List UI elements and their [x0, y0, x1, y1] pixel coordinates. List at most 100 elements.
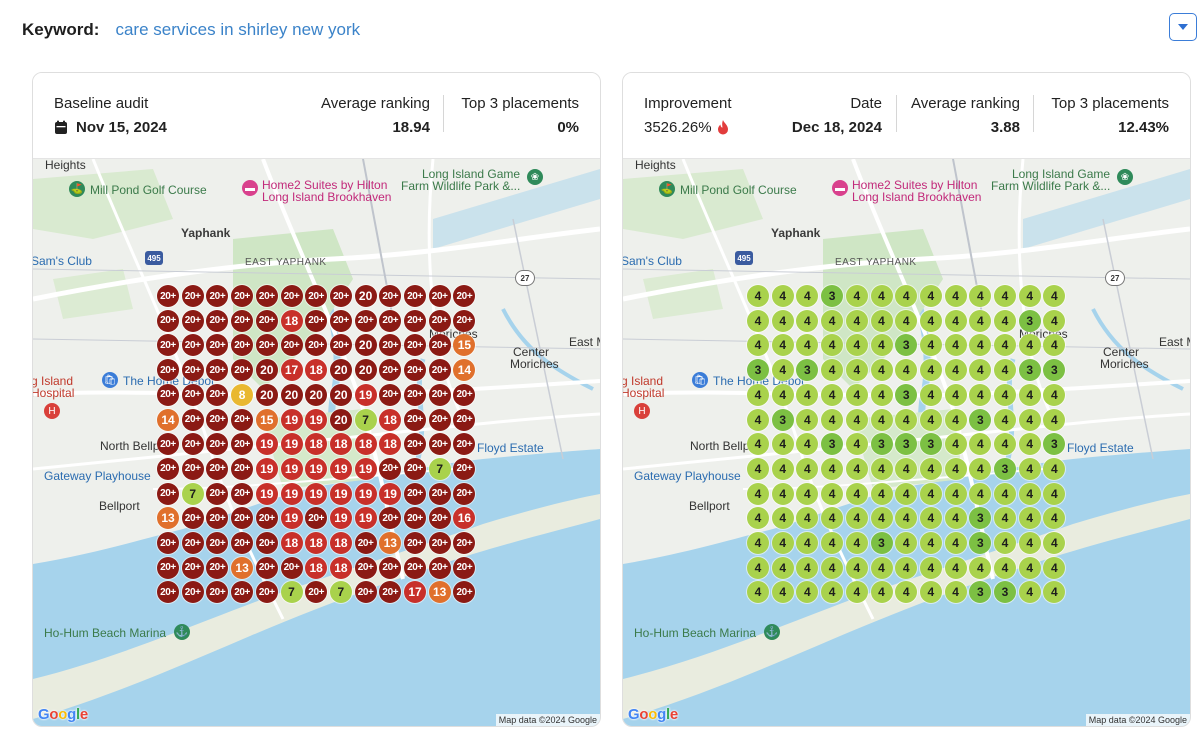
rank-pin[interactable]: 3 — [1018, 359, 1041, 382]
rank-pin[interactable]: 20 — [280, 383, 303, 406]
rank-pin[interactable]: 4 — [870, 383, 893, 406]
rank-pin[interactable]: 20+ — [379, 556, 402, 579]
rank-pin[interactable]: 20+ — [206, 334, 229, 357]
rank-pin[interactable]: 13 — [379, 532, 402, 554]
rank-pin[interactable]: 4 — [944, 581, 967, 604]
map-label-hospital-1[interactable]: g Island — [33, 374, 74, 388]
rank-pin[interactable]: 20+ — [157, 359, 179, 382]
rank-pin[interactable]: 4 — [870, 359, 893, 382]
rank-pin[interactable]: 4 — [994, 408, 1016, 431]
rank-pin[interactable]: 20+ — [255, 309, 278, 332]
rank-pin[interactable]: 4 — [845, 309, 868, 332]
rank-pin[interactable]: 4 — [747, 507, 769, 530]
rank-pin[interactable]: 4 — [796, 309, 819, 332]
rank-pin[interactable]: 4 — [870, 556, 893, 579]
rank-pin[interactable]: 3 — [895, 433, 918, 456]
rank-pin[interactable]: 4 — [821, 457, 844, 480]
rank-pin[interactable]: 20+ — [404, 507, 426, 530]
rank-pin[interactable]: 20+ — [206, 482, 229, 505]
rank-pin[interactable]: 4 — [821, 383, 844, 406]
rank-pin[interactable]: 20 — [329, 408, 352, 431]
rank-pin[interactable]: 4 — [919, 532, 942, 554]
rank-pin[interactable]: 4 — [1043, 285, 1066, 307]
rank-pin[interactable]: 18 — [354, 433, 377, 456]
rank-pin[interactable]: 4 — [771, 433, 794, 456]
rank-pin[interactable]: 4 — [771, 556, 794, 579]
rank-pin[interactable]: 4 — [1018, 285, 1041, 307]
rank-pin[interactable]: 4 — [845, 507, 868, 530]
rank-pin[interactable]: 19 — [280, 433, 303, 456]
rank-pin[interactable]: 20+ — [157, 383, 179, 406]
rank-pin[interactable]: 4 — [944, 457, 967, 480]
rank-pin[interactable]: 4 — [1043, 309, 1066, 332]
rank-pin[interactable]: 3 — [870, 433, 893, 456]
rank-pin[interactable]: 4 — [944, 408, 967, 431]
rank-pin[interactable]: 3 — [969, 581, 992, 604]
rank-pin[interactable]: 19 — [329, 482, 352, 505]
rank-pin[interactable]: 20+ — [404, 556, 426, 579]
rank-pin[interactable]: 20+ — [231, 309, 254, 332]
rank-pin[interactable]: 20+ — [305, 309, 328, 332]
rank-pin[interactable]: 7 — [181, 482, 204, 505]
rank-pin[interactable]: 4 — [994, 532, 1016, 554]
rank-pin[interactable]: 4 — [870, 408, 893, 431]
rank-pin[interactable]: 3 — [994, 457, 1016, 480]
rank-pin[interactable]: 4 — [895, 581, 918, 604]
rank-pin[interactable]: 19 — [255, 482, 278, 505]
rank-pin[interactable]: 20+ — [453, 556, 476, 579]
rank-pin[interactable]: 20+ — [206, 309, 229, 332]
rank-pin[interactable]: 4 — [994, 383, 1016, 406]
rank-pin[interactable]: 20+ — [255, 532, 278, 554]
rank-pin[interactable]: 20+ — [181, 507, 204, 530]
rank-pin[interactable]: 20+ — [404, 408, 426, 431]
rank-pin[interactable]: 4 — [944, 482, 967, 505]
rank-pin[interactable]: 20+ — [206, 457, 229, 480]
rank-pin[interactable]: 20+ — [354, 581, 377, 604]
rank-pin[interactable]: 4 — [821, 482, 844, 505]
rank-pin[interactable]: 18 — [280, 532, 303, 554]
rank-pin[interactable]: 19 — [255, 433, 278, 456]
rank-pin[interactable]: 4 — [944, 334, 967, 357]
rank-pin[interactable]: 4 — [944, 383, 967, 406]
rank-pin[interactable]: 4 — [895, 457, 918, 480]
rank-pin[interactable]: 20+ — [329, 334, 352, 357]
rank-pin[interactable]: 8 — [231, 383, 254, 406]
map-label-floyd-estate[interactable]: Floyd Estate — [477, 441, 544, 455]
rank-pin[interactable]: 4 — [771, 507, 794, 530]
rank-pin[interactable]: 20+ — [354, 309, 377, 332]
rank-pin[interactable]: 4 — [969, 285, 992, 307]
rank-pin[interactable]: 20+ — [231, 433, 254, 456]
rank-pin[interactable]: 20+ — [181, 334, 204, 357]
rank-pin[interactable]: 4 — [821, 359, 844, 382]
rank-pin[interactable]: 20+ — [453, 309, 476, 332]
rank-pin[interactable]: 20+ — [231, 334, 254, 357]
rank-pin[interactable]: 20+ — [404, 285, 426, 307]
rank-pin[interactable]: 20+ — [404, 383, 426, 406]
rank-pin[interactable]: 18 — [329, 532, 352, 554]
rank-pin[interactable]: 4 — [1043, 482, 1066, 505]
rank-pin[interactable]: 4 — [747, 408, 769, 431]
rank-pin[interactable]: 20+ — [255, 581, 278, 604]
rank-pin[interactable]: 18 — [305, 532, 328, 554]
rank-pin[interactable]: 3 — [895, 383, 918, 406]
rank-pin[interactable]: 20+ — [428, 359, 451, 382]
rank-pin[interactable]: 4 — [870, 334, 893, 357]
map-label-home2-1[interactable]: Home2 Suites by Hilton — [262, 178, 388, 192]
rank-pin[interactable]: 20+ — [181, 457, 204, 480]
rank-pin[interactable]: 20+ — [157, 482, 179, 505]
rank-pin[interactable]: 20+ — [255, 556, 278, 579]
rank-pin[interactable]: 4 — [994, 359, 1016, 382]
rank-pin[interactable]: 20 — [354, 285, 377, 307]
map-label-sams-club[interactable]: Sam's Club — [33, 254, 92, 268]
rank-pin[interactable]: 3 — [1043, 433, 1066, 456]
rank-pin[interactable]: 20+ — [428, 532, 451, 554]
rank-pin[interactable]: 20+ — [157, 457, 179, 480]
rank-pin[interactable]: 4 — [895, 482, 918, 505]
rank-pin[interactable]: 20+ — [255, 285, 278, 307]
rank-pin[interactable]: 20+ — [255, 334, 278, 357]
rank-pin[interactable]: 4 — [895, 507, 918, 530]
rank-pin[interactable]: 20+ — [181, 556, 204, 579]
map-attribution[interactable]: Map data ©2024 Google — [495, 714, 600, 726]
rank-pin[interactable]: 18 — [280, 309, 303, 332]
rank-pin[interactable]: 4 — [845, 285, 868, 307]
